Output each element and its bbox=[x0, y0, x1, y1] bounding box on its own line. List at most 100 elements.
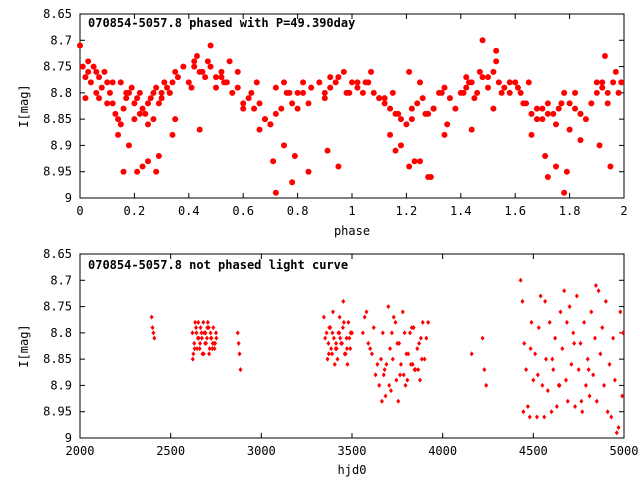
x-tick-label: 4500 bbox=[519, 444, 548, 458]
data-point bbox=[572, 89, 579, 96]
data-point bbox=[362, 79, 369, 86]
data-point bbox=[538, 293, 543, 299]
data-point bbox=[213, 340, 218, 346]
data-point bbox=[469, 351, 474, 357]
data-point bbox=[412, 367, 417, 373]
data-point bbox=[368, 346, 373, 352]
x-tick-label: 1.2 bbox=[396, 204, 418, 218]
data-point bbox=[424, 335, 429, 341]
data-point bbox=[120, 168, 127, 175]
data-point bbox=[612, 68, 619, 75]
data-point bbox=[398, 372, 403, 378]
x-tick-label: 0.8 bbox=[287, 204, 309, 218]
data-point bbox=[417, 340, 422, 346]
data-point bbox=[518, 277, 523, 283]
x-tick-label: 3500 bbox=[338, 444, 367, 458]
data-point bbox=[411, 158, 418, 165]
data-point bbox=[540, 382, 545, 388]
y-tick-label: 8.7 bbox=[50, 33, 72, 47]
data-point bbox=[438, 89, 445, 96]
data-point bbox=[610, 79, 617, 86]
data-point bbox=[213, 74, 219, 81]
data-point bbox=[373, 372, 378, 378]
data-point bbox=[337, 314, 342, 320]
data-point bbox=[585, 356, 590, 362]
data-point bbox=[202, 74, 209, 81]
data-point bbox=[528, 131, 535, 138]
data-point bbox=[340, 325, 345, 331]
x-tick-label: 0.4 bbox=[178, 204, 200, 218]
data-point bbox=[289, 100, 296, 107]
data-point bbox=[329, 346, 334, 352]
data-point bbox=[405, 377, 410, 383]
data-point bbox=[345, 361, 350, 367]
data-point bbox=[393, 319, 398, 325]
data-point bbox=[136, 89, 143, 96]
data-point bbox=[172, 116, 179, 123]
data-point bbox=[539, 105, 546, 112]
data-point bbox=[476, 68, 483, 75]
data-point bbox=[109, 79, 116, 86]
data-point bbox=[520, 298, 525, 304]
data-point bbox=[115, 131, 122, 138]
data-point bbox=[150, 325, 155, 331]
data-point bbox=[418, 335, 423, 341]
data-point bbox=[522, 340, 527, 346]
data-point bbox=[565, 398, 570, 404]
data-point bbox=[201, 351, 206, 357]
data-point bbox=[158, 95, 165, 102]
y-tick-label: 8.7 bbox=[50, 273, 72, 287]
data-point bbox=[381, 95, 388, 102]
data-point bbox=[560, 346, 565, 352]
y-tick-label: 8.65 bbox=[43, 247, 72, 261]
data-point bbox=[142, 110, 149, 117]
data-point bbox=[272, 189, 279, 196]
data-point bbox=[348, 330, 353, 336]
data-point bbox=[117, 79, 124, 86]
data-point bbox=[213, 84, 219, 91]
axis-ticks: 2000 2500 3000 3500 4000 4500 5000 8.65 8.7 8.75 8… bbox=[43, 247, 638, 458]
data-point bbox=[331, 335, 336, 341]
data-point bbox=[599, 84, 606, 91]
data-point bbox=[577, 110, 584, 117]
data-point bbox=[576, 367, 581, 373]
data-point bbox=[553, 335, 558, 341]
data-point bbox=[323, 335, 328, 341]
data-point bbox=[191, 351, 196, 357]
data-point bbox=[401, 372, 406, 378]
data-point bbox=[493, 47, 500, 54]
data-point bbox=[380, 330, 385, 336]
data-point bbox=[327, 74, 334, 81]
data-point bbox=[611, 335, 616, 341]
x-tick-label: 2000 bbox=[66, 444, 95, 458]
data-point bbox=[203, 330, 208, 336]
data-point bbox=[388, 388, 393, 394]
x-axis-label: phase bbox=[334, 224, 370, 238]
data-point bbox=[308, 84, 315, 91]
data-point bbox=[495, 79, 502, 86]
data-point bbox=[579, 398, 584, 404]
data-point bbox=[395, 340, 400, 346]
data-point bbox=[210, 340, 215, 346]
data-point bbox=[396, 398, 401, 404]
y-tick-label: 8.85 bbox=[43, 112, 72, 126]
data-point bbox=[226, 58, 233, 65]
data-point bbox=[115, 116, 122, 123]
data-point bbox=[294, 105, 301, 112]
data-point bbox=[479, 74, 486, 81]
data-point bbox=[520, 100, 527, 107]
data-point bbox=[381, 372, 386, 378]
data-point bbox=[193, 319, 198, 325]
data-point bbox=[468, 126, 475, 133]
data-point bbox=[281, 79, 287, 86]
data-point bbox=[192, 346, 197, 352]
data-point bbox=[238, 367, 243, 373]
data-point bbox=[207, 346, 212, 352]
data-point bbox=[531, 377, 536, 383]
data-point bbox=[425, 173, 432, 180]
y-tick-label: 9 bbox=[65, 431, 72, 445]
data-point bbox=[334, 340, 339, 346]
data-point bbox=[525, 403, 530, 409]
data-point bbox=[416, 367, 421, 373]
